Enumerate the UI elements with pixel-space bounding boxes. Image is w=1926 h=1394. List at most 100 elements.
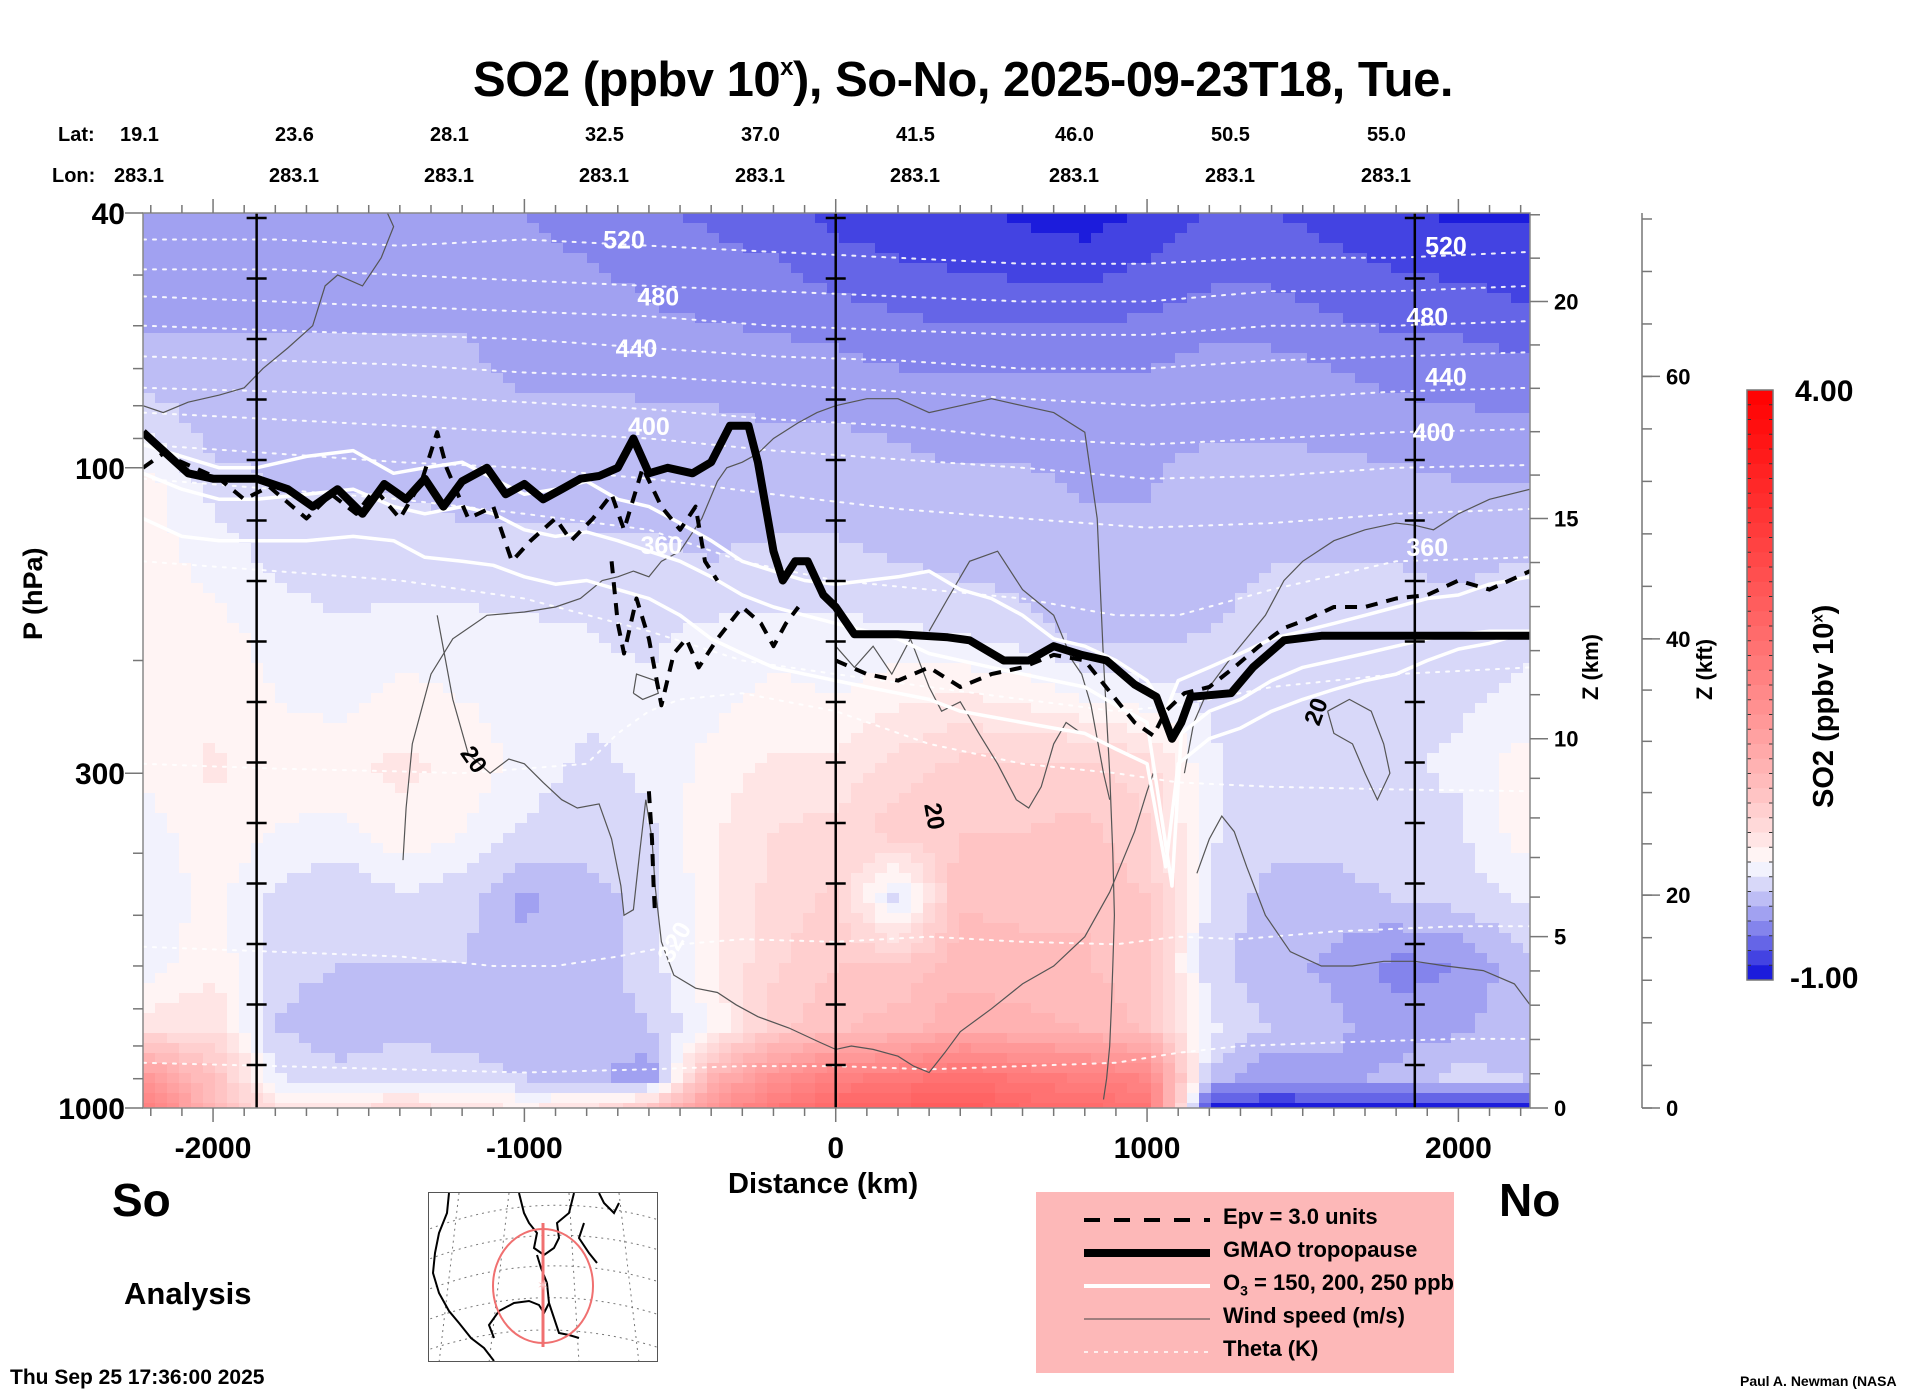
field-cell <box>959 543 972 554</box>
field-cell <box>1319 323 1332 334</box>
field-cell <box>215 533 228 544</box>
field-cell <box>911 593 924 604</box>
field-cell <box>1175 343 1188 354</box>
field-cell <box>1259 623 1272 634</box>
field-cell <box>1199 353 1212 364</box>
field-cell <box>263 453 276 464</box>
field-cell <box>995 553 1008 564</box>
field-cell <box>683 283 696 294</box>
field-cell <box>575 543 588 554</box>
field-cell <box>803 233 816 244</box>
field-cell <box>1379 593 1392 604</box>
field-cell <box>263 343 276 354</box>
field-cell <box>479 383 492 394</box>
field-cell <box>695 633 708 644</box>
field-cell <box>167 233 180 244</box>
field-cell <box>167 533 180 544</box>
field-cell <box>395 593 408 604</box>
field-cell <box>611 443 624 454</box>
field-cell <box>335 373 348 384</box>
field-cell <box>491 633 504 644</box>
field-cell <box>779 273 792 284</box>
field-cell <box>311 583 324 594</box>
field-cell <box>455 513 468 524</box>
field-cell <box>431 603 444 614</box>
field-cell <box>335 423 348 434</box>
field-cell <box>215 543 228 554</box>
field-cell <box>1487 273 1500 284</box>
field-cell <box>863 553 876 564</box>
field-cell <box>455 393 468 404</box>
field-cell <box>623 503 636 514</box>
field-cell <box>1199 323 1212 334</box>
field-cell <box>1439 473 1452 484</box>
field-cell <box>1151 423 1164 434</box>
field-cell <box>323 343 336 354</box>
field-cell <box>1499 573 1512 584</box>
field-cell <box>1475 343 1488 354</box>
field-cell <box>527 513 540 524</box>
field-cell <box>443 263 456 274</box>
field-cell <box>1259 553 1272 564</box>
field-cell <box>539 383 552 394</box>
field-cell <box>647 633 660 644</box>
field-cell <box>1379 453 1392 464</box>
field-cell <box>1187 623 1200 634</box>
field-cell <box>851 543 864 554</box>
field-cell <box>923 363 936 374</box>
field-cell <box>587 413 600 424</box>
field-cell <box>1175 403 1188 414</box>
field-cell <box>143 413 156 424</box>
field-cell <box>923 233 936 244</box>
field-cell <box>467 213 480 224</box>
field-cell <box>383 223 396 234</box>
field-cell <box>743 323 756 334</box>
field-cell <box>359 293 372 304</box>
field-cell <box>263 623 276 634</box>
field-cell <box>719 493 732 504</box>
field-cell <box>479 423 492 434</box>
field-cell <box>671 553 684 564</box>
field-cell <box>1463 613 1476 624</box>
field-cell <box>923 293 936 304</box>
field-cell <box>995 353 1008 364</box>
field-cell <box>1295 383 1308 394</box>
field-cell <box>383 243 396 254</box>
field-cell <box>1295 273 1308 284</box>
field-cell <box>1019 283 1032 294</box>
field-cell <box>311 333 324 344</box>
field-cell <box>683 553 696 564</box>
field-cell <box>911 313 924 324</box>
field-cell <box>155 373 168 384</box>
field-cell <box>1091 633 1104 644</box>
field-cell <box>1355 333 1368 344</box>
field-cell <box>1235 563 1248 574</box>
lon-value: 283.1 <box>579 165 630 187</box>
field-cell <box>1151 403 1164 414</box>
field-cell <box>1079 563 1092 574</box>
field-cell <box>443 313 456 324</box>
field-cell <box>479 313 492 324</box>
field-cell <box>791 253 804 264</box>
field-cell <box>1379 493 1392 504</box>
field-cell <box>731 253 744 264</box>
field-cell <box>1283 243 1296 254</box>
field-cell <box>851 433 864 444</box>
field-cell <box>635 413 648 424</box>
field-cell <box>1439 563 1452 574</box>
field-cell <box>575 603 588 614</box>
field-cell <box>1295 353 1308 364</box>
field-cell <box>347 343 360 354</box>
field-cell <box>947 303 960 314</box>
field-cell <box>551 563 564 574</box>
field-cell <box>371 513 384 524</box>
field-cell <box>935 583 948 594</box>
field-cell <box>323 263 336 274</box>
field-cell <box>335 243 348 254</box>
field-cell <box>731 363 744 374</box>
field-cell <box>1283 313 1296 324</box>
field-cell <box>1499 393 1512 404</box>
field-cell <box>167 523 180 534</box>
field-cell <box>1127 383 1140 394</box>
field-cell <box>1187 313 1200 324</box>
